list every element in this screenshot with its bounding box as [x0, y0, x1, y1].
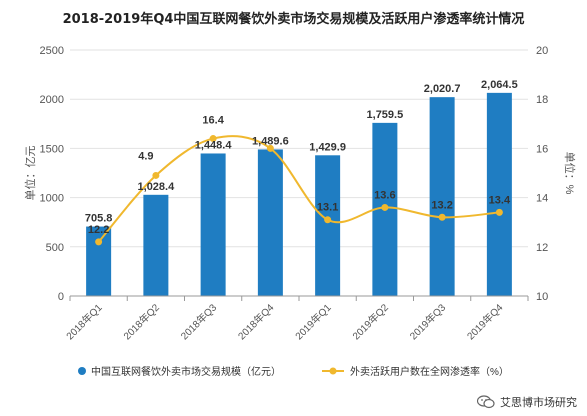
line-value-label: 13.6: [374, 189, 395, 201]
legend-swatch-bar: [78, 367, 86, 375]
line-point: [209, 135, 217, 143]
bar-value-label: 1,429.9: [309, 141, 346, 153]
y2-tick-label: 12: [536, 242, 548, 254]
line-point: [438, 213, 446, 221]
bar-value-label: 2,020.7: [424, 83, 461, 95]
bar: [200, 153, 226, 296]
y-axis-title: 单位：亿元: [23, 146, 37, 201]
y2-axis-title: 单位：%: [563, 152, 577, 195]
bar-value-label: 705.8: [85, 213, 113, 225]
bar-value-label: 1,448.4: [195, 139, 233, 151]
y-tick-label: 2500: [40, 45, 64, 57]
line-point: [381, 203, 389, 211]
line-series: [95, 135, 503, 246]
line-value-label: 16.4: [202, 115, 224, 127]
bar: [257, 149, 283, 296]
bar: [429, 97, 455, 296]
bar-value-label: 2,064.5: [481, 79, 518, 91]
line-point: [266, 144, 274, 152]
line-point: [95, 238, 103, 246]
bar-data-labels: 705.8 1,028.4 1,448.4 1,489.6 1,429.9 1,759.5…: [85, 79, 518, 225]
x-tick-label: 2018年Q2: [121, 301, 163, 343]
legend-swatch-line-dot: [329, 367, 337, 375]
watermark-text: 艾思博市场研究: [500, 396, 577, 409]
y2-tick-label: 20: [536, 45, 548, 57]
bar-series: [86, 92, 512, 296]
chart-title: 2018-2019年Q4中国互联网餐饮外卖市场交易规模及活跃用户渗透率统计情况: [62, 12, 525, 27]
line-value-label: 12.2: [88, 224, 109, 236]
legend-label-bar: 中国互联网餐饮外卖市场交易规模（亿元）: [91, 365, 281, 378]
line-point: [495, 208, 503, 216]
x-tick-label: 2019年Q2: [350, 301, 392, 343]
legend: 中国互联网餐饮外卖市场交易规模（亿元） 外卖活跃用户数在全网渗透率（%）: [78, 365, 509, 378]
line-value-label: 13.2: [431, 199, 452, 211]
line-data-labels: 12.2 4.9 16.4 13.1 13.6 13.2 13.4: [88, 115, 511, 236]
y2-tick-label: 10: [536, 291, 548, 303]
y2-tick-label: 16: [536, 143, 548, 155]
x-tick-label: 2018年Q4: [235, 301, 277, 343]
line-value-label: 13.1: [317, 202, 338, 214]
bar-value-label: 1,489.6: [252, 135, 289, 147]
wechat-icon: [476, 395, 495, 409]
bar: [143, 194, 169, 296]
left-axis: 0 500 1000 1500 2000 2500 单位：亿元: [23, 45, 64, 303]
x-tick-label: 2019年Q4: [464, 301, 506, 343]
bar: [315, 155, 341, 296]
x-axis: 2018年Q1 2018年Q2 2018年Q3 2018年Q4 2019年Q1 2019年…: [63, 295, 529, 343]
y-tick-label: 500: [46, 242, 64, 254]
x-tick-label: 2018年Q1: [63, 301, 105, 343]
y-tick-label: 2000: [40, 94, 64, 106]
line-value-label: 4.9: [138, 150, 153, 162]
line-point: [152, 171, 160, 179]
bar: [86, 226, 112, 296]
watermark: 艾思博市场研究: [476, 394, 577, 410]
y2-tick-label: 14: [536, 193, 548, 205]
bar-value-label: 1,759.5: [367, 109, 404, 121]
bar: [486, 92, 512, 296]
bar-value-label: 1,028.4: [138, 181, 176, 193]
y-tick-label: 0: [58, 291, 64, 303]
x-tick-label: 2019年Q1: [292, 301, 334, 343]
x-tick-label: 2019年Q3: [407, 301, 449, 343]
x-tick-label: 2018年Q3: [178, 301, 220, 343]
right-axis: 10 12 14 16 18 20 单位：%: [536, 45, 577, 303]
y2-tick-label: 18: [536, 94, 548, 106]
line-value-label: 13.4: [489, 194, 511, 206]
y-tick-label: 1500: [40, 143, 64, 155]
y-tick-label: 1000: [40, 193, 64, 205]
line-point: [324, 216, 332, 224]
legend-label-line: 外卖活跃用户数在全网渗透率（%）: [350, 365, 509, 378]
